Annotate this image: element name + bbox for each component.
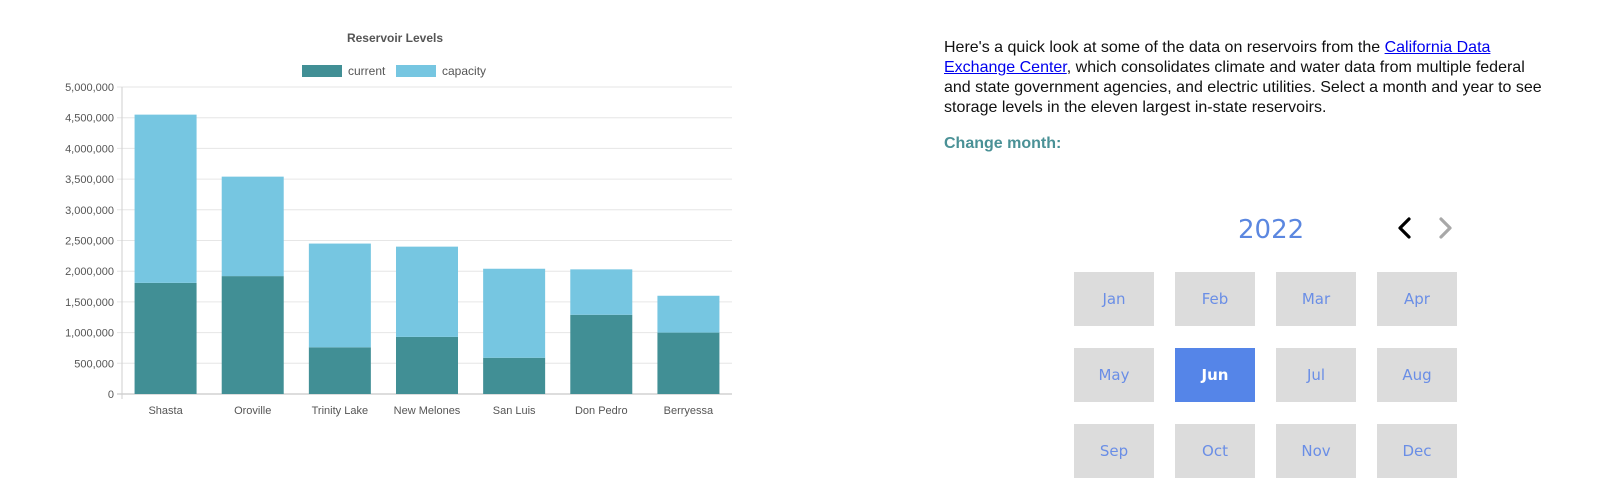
month-button-aug[interactable]: Aug	[1377, 348, 1457, 402]
next-year-button[interactable]	[1431, 213, 1459, 243]
month-button-mar[interactable]: Mar	[1276, 272, 1356, 326]
y-tick-label: 3,000,000	[65, 205, 114, 217]
info-panel: Here's a quick look at some of the data …	[944, 38, 1544, 153]
month-button-apr[interactable]: Apr	[1377, 272, 1457, 326]
legend-swatch-current	[302, 65, 342, 77]
intro-text-end: , which consolidates climate and water d…	[944, 59, 1542, 116]
legend-label-current: current	[348, 64, 386, 78]
bar-capacity	[570, 269, 633, 315]
month-button-nov[interactable]: Nov	[1276, 424, 1356, 478]
x-tick-label: Berryessa	[664, 405, 714, 417]
legend-label-capacity: capacity	[442, 64, 486, 78]
intro-paragraph: Here's a quick look at some of the data …	[944, 38, 1544, 118]
month-button-jul[interactable]: Jul	[1276, 348, 1356, 402]
prev-year-button[interactable]	[1391, 213, 1419, 243]
month-button-may[interactable]: May	[1074, 348, 1154, 402]
y-tick-label: 1,500,000	[65, 297, 114, 309]
x-tick-label: New Melones	[394, 405, 461, 417]
bar-capacity	[483, 268, 546, 358]
year-label: 2022	[1238, 215, 1305, 245]
chart-title: Reservoir Levels	[347, 31, 443, 45]
y-tick-label: 2,500,000	[65, 236, 114, 248]
x-tick-label: Trinity Lake	[312, 405, 368, 417]
bar-capacity	[221, 176, 284, 277]
month-button-sep[interactable]: Sep	[1074, 424, 1154, 478]
y-tick-label: 4,500,000	[65, 113, 114, 125]
bar-current	[134, 282, 197, 394]
bar-current	[308, 347, 371, 394]
month-picker: 2022 Jan Feb Mar Apr May Jun Jul Aug Sep Oct Nov De…	[1074, 205, 1494, 479]
month-button-jun[interactable]: Jun	[1175, 348, 1255, 402]
bar-current	[657, 332, 720, 394]
y-tick-label: 5,000,000	[65, 82, 114, 94]
bar-current	[483, 357, 546, 394]
chevron-left-icon	[1398, 217, 1411, 239]
chart-svg: Reservoir Levels current capacity 0 500,000 1…	[65, 31, 732, 417]
change-month-label: Change month:	[944, 135, 1062, 152]
bar-current	[570, 314, 633, 394]
bar-current	[221, 276, 284, 394]
reservoir-chart: Reservoir Levels current capacity 0 500,000 1…	[0, 0, 760, 479]
month-button-dec[interactable]: Dec	[1377, 424, 1457, 478]
bar-capacity	[308, 243, 371, 348]
month-button-jan[interactable]: Jan	[1074, 272, 1154, 326]
y-tick-label: 3,500,000	[65, 174, 114, 186]
y-tick-label: 2,000,000	[65, 266, 114, 278]
month-button-feb[interactable]: Feb	[1175, 272, 1255, 326]
y-tick-label: 1,000,000	[65, 328, 114, 340]
x-tick-label: Shasta	[148, 405, 183, 417]
bar-capacity	[657, 295, 720, 333]
intro-text-start: Here's a quick look at some of the data …	[944, 39, 1385, 56]
bar-current	[396, 336, 458, 394]
y-tick-label: 0	[108, 389, 114, 401]
x-tick-label: Don Pedro	[575, 405, 628, 417]
x-tick-label: San Luis	[493, 405, 536, 417]
month-button-oct[interactable]: Oct	[1175, 424, 1255, 478]
chevron-right-icon	[1439, 217, 1452, 239]
y-tick-label: 4,000,000	[65, 143, 114, 155]
y-tick-label: 500,000	[74, 358, 114, 370]
bar-capacity	[134, 114, 197, 283]
x-tick-label: Oroville	[234, 405, 271, 417]
bar-capacity	[396, 246, 458, 337]
cdec-link[interactable]: California Data Exchange Center	[944, 39, 1491, 76]
legend-swatch-capacity	[396, 65, 436, 77]
